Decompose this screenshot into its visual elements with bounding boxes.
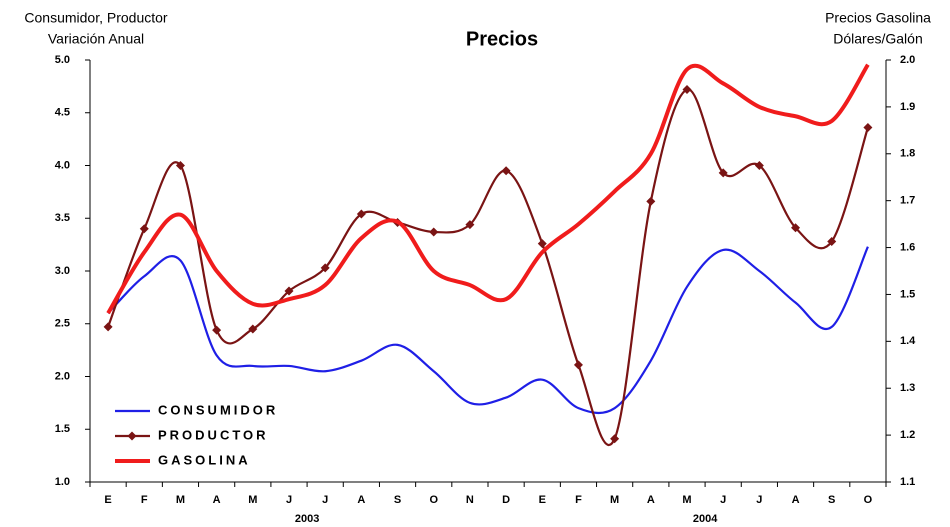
y-axis-title: Variación Anual: [48, 31, 144, 47]
y2-tick-label: 1.1: [900, 476, 915, 488]
y-tick-label: 5.0: [55, 54, 70, 66]
x-tick-label: J: [720, 494, 726, 506]
point-marker: [175, 161, 185, 170]
point-marker: [718, 168, 728, 178]
x-tick-label: A: [357, 494, 365, 506]
point-marker: [356, 209, 366, 219]
y-tick-label: 3.0: [55, 265, 70, 277]
series-line: [106, 63, 870, 315]
x-tick-label: E: [104, 494, 111, 506]
y2-tick-label: 2.0: [900, 54, 915, 66]
point-marker: [465, 220, 475, 230]
y-tick-label: 1.0: [55, 476, 70, 488]
y2-tick-label: 1.4: [900, 335, 916, 347]
y-tick-label: 1.5: [55, 423, 70, 435]
point-marker: [248, 324, 258, 334]
x-tick-label: O: [864, 494, 873, 506]
point-marker: [139, 224, 149, 234]
x-tick-label: J: [322, 494, 328, 506]
x-tick-label: S: [828, 494, 835, 506]
legend-label: PRODUCTOR: [158, 427, 269, 442]
point-marker: [610, 434, 620, 444]
point-marker: [682, 85, 692, 95]
x-tick-label: M: [248, 494, 257, 506]
x-tick-label: D: [502, 494, 510, 506]
point-marker: [429, 227, 439, 237]
x-tick-label: M: [176, 494, 185, 506]
y2-tick-label: 1.9: [900, 101, 915, 113]
x-tick-label: A: [792, 494, 800, 506]
y2-tick-label: 1.7: [900, 195, 915, 207]
y2-tick-label: 1.2: [900, 429, 915, 441]
x-tick-label: N: [466, 494, 474, 506]
x-tick-label: F: [141, 494, 148, 506]
x-tick-label: J: [286, 494, 292, 506]
y2-axis-title: Dólares/Galón: [833, 31, 923, 47]
point-marker: [827, 236, 837, 246]
y-tick-label: 2.0: [55, 370, 70, 382]
point-marker: [537, 239, 547, 249]
x-tick-label: A: [647, 494, 655, 506]
point-marker: [103, 322, 113, 332]
point-marker: [320, 263, 330, 273]
y2-tick-label: 1.5: [900, 288, 915, 300]
year-label: 2004: [693, 513, 718, 525]
series-line: [107, 246, 869, 414]
point-marker: [284, 286, 294, 296]
legend-label: GASOLINA: [158, 452, 251, 467]
legend-label: CONSUMIDOR: [158, 402, 278, 417]
x-tick-label: M: [610, 494, 619, 506]
point-marker: [501, 166, 511, 176]
y-tick-label: 4.5: [55, 107, 70, 119]
x-tick-label: A: [213, 494, 221, 506]
year-label: 2003: [295, 513, 319, 525]
point-marker: [646, 196, 656, 206]
legend-marker: [127, 431, 137, 441]
point-marker: [573, 360, 583, 370]
x-tick-label: J: [756, 494, 762, 506]
y-tick-label: 3.5: [55, 212, 70, 224]
y2-axis-title: Precios Gasolina: [825, 10, 931, 26]
point-marker: [754, 161, 764, 170]
point-marker: [863, 123, 873, 133]
y-tick-label: 2.5: [55, 318, 70, 330]
x-tick-label: M: [682, 494, 691, 506]
y2-tick-label: 1.3: [900, 382, 915, 394]
chart-title: Precios: [466, 28, 538, 50]
y-tick-label: 4.0: [55, 159, 70, 171]
x-tick-label: O: [429, 494, 438, 506]
x-tick-label: F: [575, 494, 582, 506]
point-marker: [791, 223, 801, 233]
x-tick-label: S: [394, 494, 401, 506]
point-marker: [212, 325, 222, 335]
y2-tick-label: 1.8: [900, 148, 915, 160]
y-axis-title: Consumidor, Productor: [24, 10, 168, 26]
y2-tick-label: 1.6: [900, 241, 915, 253]
x-tick-label: E: [539, 494, 546, 506]
